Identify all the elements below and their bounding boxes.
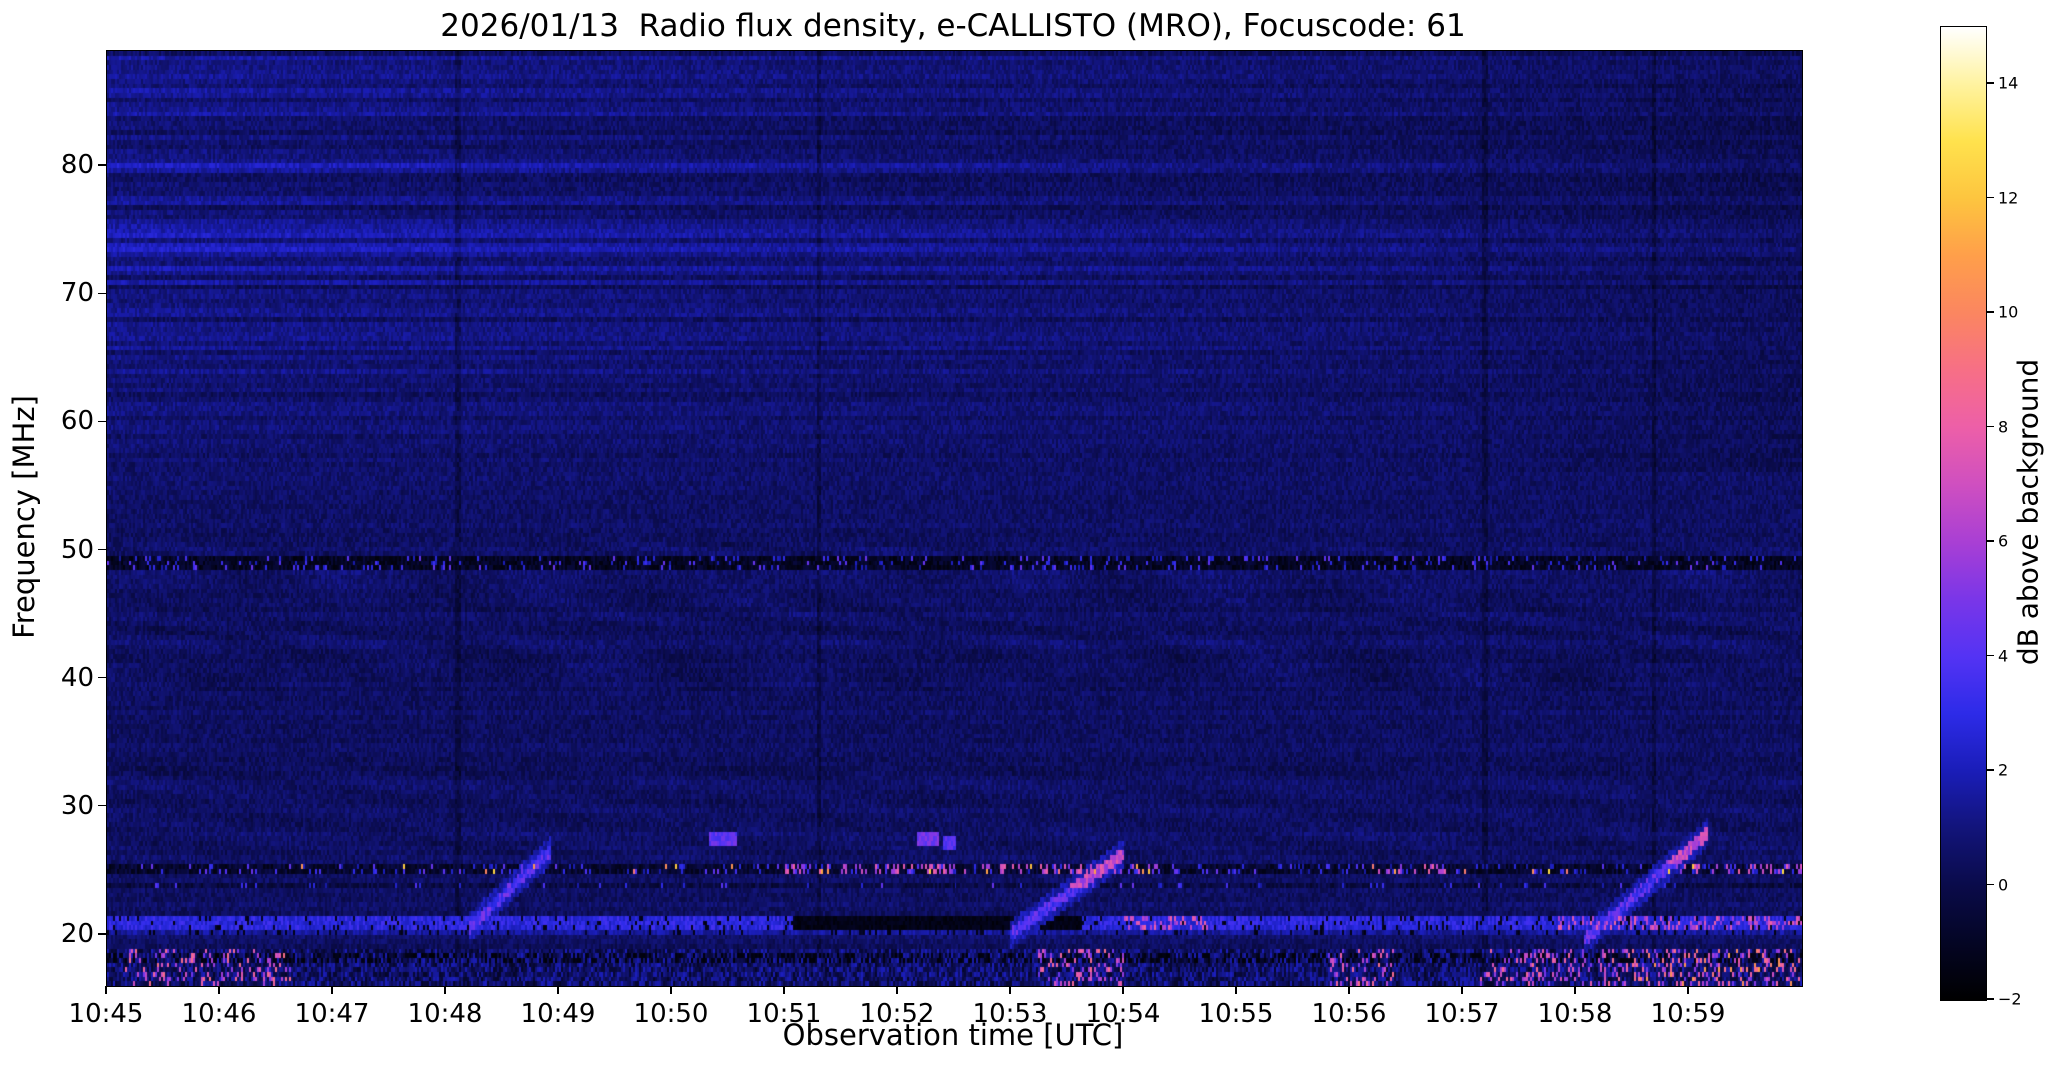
colorbar-tick-mark xyxy=(1987,654,1994,657)
colorbar xyxy=(1940,26,1987,1001)
x-tick-mark xyxy=(670,986,672,994)
x-tick-mark xyxy=(105,986,107,994)
x-tick-label: 10:46 xyxy=(181,999,257,1029)
x-tick-mark xyxy=(783,986,785,994)
colorbar-tick-mark xyxy=(1987,82,1994,85)
colorbar-tick-mark xyxy=(1987,769,1994,771)
y-tick-label: 80 xyxy=(60,150,94,181)
colorbar-tick-mark xyxy=(1987,540,1994,542)
colorbar-tick-label: 12 xyxy=(1998,188,2019,208)
y-tick-label: 50 xyxy=(60,534,94,565)
x-tick-label: 10:59 xyxy=(1650,999,1726,1029)
colorbar-tick-label: 8 xyxy=(1998,417,2009,437)
colorbar-label: dB above background xyxy=(2011,358,2045,666)
x-tick-label: 10:52 xyxy=(859,999,935,1029)
colorbar-tick-label: 4 xyxy=(1998,646,2009,666)
colorbar-tick-mark xyxy=(1987,311,1994,313)
y-tick-mark xyxy=(98,164,106,167)
x-tick-mark xyxy=(557,986,559,994)
x-axis-label: Observation time [UTC] xyxy=(782,1018,1124,1052)
x-tick-label: 10:51 xyxy=(746,999,822,1029)
x-tick-label: 10:53 xyxy=(972,999,1048,1029)
y-tick-label: 70 xyxy=(60,278,94,309)
colorbar-tick-label: −2 xyxy=(1998,989,2022,1009)
colorbar-gradient xyxy=(1941,27,1986,1000)
x-tick-mark xyxy=(331,986,333,994)
x-tick-mark xyxy=(1687,986,1689,994)
y-tick-mark xyxy=(98,420,106,423)
spectrogram-canvas xyxy=(107,51,1802,986)
y-tick-label: 60 xyxy=(60,406,94,437)
x-tick-mark xyxy=(1235,986,1237,994)
x-tick-label: 10:47 xyxy=(294,999,370,1029)
x-tick-label: 10:55 xyxy=(1198,999,1274,1029)
y-tick-label: 40 xyxy=(60,662,94,693)
y-tick-mark xyxy=(98,292,106,295)
chart-title: 2026/01/13 Radio flux density, e-CALLIST… xyxy=(440,8,1466,44)
colorbar-tick-label: 10 xyxy=(1998,302,2019,322)
y-tick-mark xyxy=(98,932,106,935)
y-tick-mark xyxy=(98,548,106,551)
x-tick-label: 10:56 xyxy=(1311,999,1387,1029)
x-tick-mark xyxy=(1574,986,1576,994)
x-tick-mark xyxy=(218,986,220,994)
y-tick-label: 30 xyxy=(60,790,94,821)
y-tick-mark xyxy=(98,676,106,679)
plot-area xyxy=(106,50,1803,987)
x-tick-label: 10:48 xyxy=(407,999,483,1029)
y-tick-mark xyxy=(98,804,106,807)
x-tick-label: 10:58 xyxy=(1537,999,1613,1029)
x-tick-label: 10:49 xyxy=(520,999,596,1029)
colorbar-tick-mark xyxy=(1987,425,1994,428)
colorbar-tick-label: 6 xyxy=(1998,531,2009,551)
colorbar-tick-mark xyxy=(1987,196,1994,199)
colorbar-tick-mark xyxy=(1987,998,1994,1000)
colorbar-tick-mark xyxy=(1987,883,1994,886)
x-tick-mark xyxy=(896,986,898,994)
x-tick-mark xyxy=(444,986,446,994)
colorbar-tick-label: 2 xyxy=(1998,760,2009,780)
x-tick-mark xyxy=(1461,986,1463,994)
y-tick-label: 20 xyxy=(60,918,94,949)
x-tick-mark xyxy=(1122,986,1124,994)
x-tick-mark xyxy=(1009,986,1011,994)
colorbar-tick-label: 14 xyxy=(1998,73,2019,93)
x-tick-label: 10:50 xyxy=(633,999,709,1029)
x-tick-mark xyxy=(1348,986,1350,994)
x-tick-label: 10:54 xyxy=(1085,999,1161,1029)
colorbar-tick-label: 0 xyxy=(1998,875,2009,895)
x-tick-label: 10:45 xyxy=(68,999,144,1029)
x-tick-label: 10:57 xyxy=(1424,999,1500,1029)
